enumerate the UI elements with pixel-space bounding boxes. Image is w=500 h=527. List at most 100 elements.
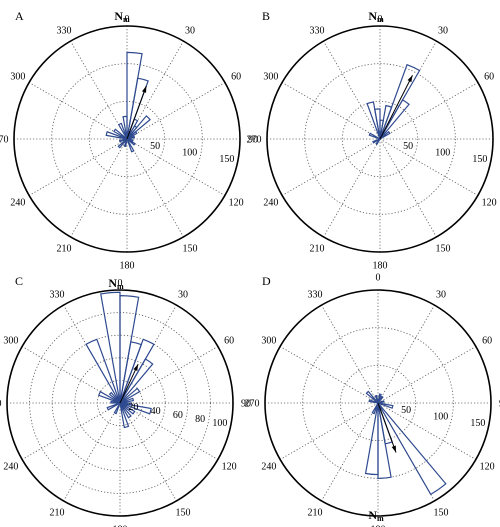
grid-spoke bbox=[28, 138, 128, 196]
rose-petal bbox=[119, 402, 152, 415]
grid-spoke bbox=[28, 82, 128, 140]
ring-value-label: 150 bbox=[470, 418, 485, 429]
ring-value-label: 40 bbox=[151, 406, 161, 417]
grid-spoke bbox=[379, 138, 437, 238]
grid-spoke bbox=[379, 138, 479, 196]
rose-petal bbox=[379, 63, 421, 140]
rose-panel-b: B 0 30 60 90 120 150 180 210 240 270 300 330 50 100 150… bbox=[247, 9, 497, 272]
grid-ring bbox=[339, 364, 417, 442]
ring-value-label: 150 bbox=[472, 154, 487, 165]
rose-petal bbox=[106, 402, 121, 411]
angle-tick-label: 30 bbox=[178, 289, 188, 300]
mean-direction-arrowhead bbox=[133, 364, 139, 372]
angle-tick-label: 300 bbox=[261, 336, 276, 347]
rose-petal bbox=[119, 358, 154, 404]
rose-panel-a: A 0 30 60 90 120 150 180 210 240 270 300 330 50 100 150… bbox=[0, 9, 258, 272]
rose-petal bbox=[366, 101, 381, 140]
angle-tick-label: 60 bbox=[224, 336, 234, 347]
rose-petal bbox=[374, 108, 381, 140]
rose-petal bbox=[117, 138, 128, 149]
angle-tick-label: 300 bbox=[3, 336, 18, 347]
angle-tick-label: 120 bbox=[222, 462, 237, 473]
angle-tick-label: 90 bbox=[248, 135, 258, 146]
grid-spoke bbox=[70, 138, 128, 238]
rose-petal bbox=[122, 115, 128, 140]
grid-spoke bbox=[321, 304, 379, 404]
angle-tick-label: 150 bbox=[436, 244, 451, 255]
ring-value-label: 100 bbox=[212, 418, 227, 429]
rose-petal bbox=[119, 387, 141, 404]
rose-petal bbox=[123, 138, 128, 148]
outer-frame-ring bbox=[264, 289, 492, 517]
ring-value-label: 60 bbox=[173, 410, 183, 421]
grid-spoke bbox=[281, 138, 381, 196]
rose-petal bbox=[371, 402, 379, 415]
rose-petal bbox=[126, 77, 149, 140]
angle-tick-label: 240 bbox=[261, 462, 276, 473]
north-label: Nm bbox=[108, 276, 124, 291]
ring-value-label: 80 bbox=[195, 414, 205, 425]
mean-direction-arrowhead bbox=[142, 85, 147, 93]
angle-tick-label: 270 bbox=[247, 135, 262, 146]
outer-frame-ring bbox=[13, 25, 241, 253]
mean-direction-arrow bbox=[377, 402, 397, 453]
angle-tick-label: 60 bbox=[231, 72, 241, 83]
grid-ring bbox=[304, 63, 456, 215]
angle-tick-label: 30 bbox=[185, 25, 195, 36]
rose-petal bbox=[113, 128, 128, 140]
grid-spoke bbox=[377, 402, 477, 460]
rose-petal bbox=[377, 402, 394, 409]
angle-tick-label: 30 bbox=[436, 289, 446, 300]
panel-letter: B bbox=[262, 9, 270, 23]
rose-petal bbox=[119, 402, 132, 419]
rose-petal bbox=[374, 394, 379, 404]
ring-value-label: 150 bbox=[219, 154, 234, 165]
angle-tick-label: 0 bbox=[376, 273, 381, 284]
ring-value-label: 100 bbox=[182, 147, 197, 158]
north-label: Nm bbox=[368, 9, 384, 24]
rose-petal bbox=[377, 402, 447, 496]
mean-direction-arrow bbox=[119, 363, 139, 404]
rose-petal bbox=[110, 400, 121, 404]
rose-petal bbox=[105, 131, 128, 140]
angle-tick-label: 0 bbox=[118, 278, 123, 289]
angle-tick-label: 330 bbox=[308, 289, 323, 300]
angle-tick-label: 60 bbox=[482, 336, 492, 347]
rose-petal bbox=[119, 338, 155, 404]
north-label: Nm bbox=[368, 508, 384, 523]
rose-petal bbox=[368, 132, 381, 140]
rose-petal bbox=[126, 138, 134, 142]
grid-spoke bbox=[377, 304, 435, 404]
grid-spoke bbox=[63, 402, 121, 502]
rose-petal bbox=[372, 138, 381, 144]
grid-spoke bbox=[21, 402, 121, 460]
rose-petal bbox=[117, 122, 128, 140]
grid-ring bbox=[302, 327, 454, 479]
angle-tick-label: 60 bbox=[484, 72, 494, 83]
angle-tick-label: 330 bbox=[310, 25, 325, 36]
outer-frame-ring bbox=[6, 289, 234, 517]
angle-tick-label: 300 bbox=[10, 72, 25, 83]
angle-tick-label: 270 bbox=[245, 399, 260, 410]
grid-ring bbox=[341, 100, 419, 178]
ring-value-label: 50 bbox=[403, 141, 413, 152]
outer-frame-ring bbox=[266, 25, 494, 253]
rose-petal bbox=[377, 400, 385, 404]
grid-spoke bbox=[323, 138, 381, 238]
angle-tick-label: 120 bbox=[482, 198, 497, 209]
angle-tick-label: 120 bbox=[480, 462, 495, 473]
grid-spoke bbox=[126, 82, 226, 140]
angle-tick-label: 120 bbox=[229, 198, 244, 209]
rose-petal bbox=[126, 115, 151, 140]
rose-petal bbox=[377, 393, 382, 404]
rose-petal bbox=[119, 402, 130, 429]
mean-direction-arrowhead bbox=[391, 445, 397, 453]
rose-petal bbox=[118, 138, 128, 143]
mean-direction-arrow bbox=[126, 85, 147, 140]
angle-tick-label: 0 bbox=[378, 14, 383, 25]
rose-panel-c: C 0 30 60 90 120 150 180 210 240 270 300 330 20 40 60 80… bbox=[0, 274, 251, 527]
angle-tick-label: 240 bbox=[10, 198, 25, 209]
angle-tick-label: 210 bbox=[308, 508, 323, 519]
rose-petal bbox=[365, 390, 379, 404]
rose-petal bbox=[364, 402, 379, 476]
